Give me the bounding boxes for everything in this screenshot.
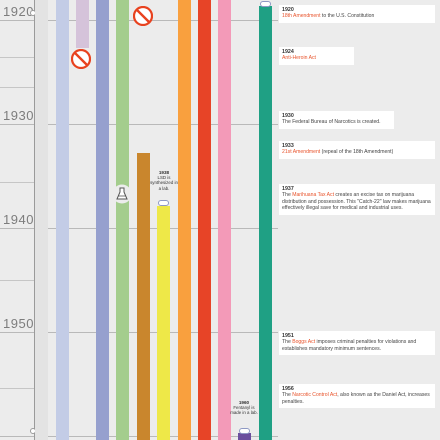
minor-gridline bbox=[0, 57, 34, 58]
event-text: (repeal of the 18th Amendment) bbox=[320, 149, 394, 156]
pill-icon bbox=[158, 200, 169, 206]
annotation-text: LSD is synthesized in a lab. bbox=[150, 175, 178, 191]
year-label-1950: 1950 bbox=[3, 316, 34, 331]
annotation-lsd: 1938 LSD is synthesized in a lab. bbox=[149, 170, 179, 191]
event-text: The Federal Bureau of Narcotics is creat… bbox=[282, 119, 381, 126]
decade-gridline bbox=[0, 124, 278, 125]
lane-purple bbox=[238, 433, 251, 440]
lane-yellow bbox=[157, 206, 170, 440]
event-link[interactable]: Anti-Heroin Act bbox=[282, 55, 316, 62]
event-year: 1930 bbox=[282, 113, 294, 119]
event-card-1937: 1937 The Marihuana Tax Act creates an ex… bbox=[279, 184, 435, 215]
lane-indigo bbox=[96, 0, 109, 440]
lane-green bbox=[116, 0, 129, 440]
minor-gridline bbox=[0, 388, 34, 389]
event-card-1956: 1956 The Narcotic Control Act, also know… bbox=[279, 384, 435, 409]
event-text: The bbox=[282, 339, 293, 346]
event-text: to the U.S. Constitution bbox=[320, 13, 375, 20]
event-year: 1956 bbox=[282, 386, 294, 392]
event-year: 1933 bbox=[282, 143, 294, 149]
event-text: imposes criminal penalties for violation… bbox=[282, 339, 417, 352]
lane-mauve bbox=[76, 0, 89, 48]
pill-icon bbox=[239, 428, 250, 434]
event-card-1930: 1930 The Federal Bureau of Narcotics is … bbox=[279, 111, 394, 129]
timeline-axis bbox=[34, 0, 35, 440]
lane-brown bbox=[137, 153, 150, 440]
year-label-1930: 1930 bbox=[3, 108, 34, 123]
event-text: The bbox=[282, 192, 293, 199]
annotation-text: Fentanyl is made in a lab. bbox=[230, 405, 258, 416]
event-link[interactable]: 18th Amendment bbox=[282, 13, 321, 20]
year-label-1940: 1940 bbox=[3, 212, 34, 227]
event-link[interactable]: Narcotic Control Act bbox=[292, 392, 338, 399]
event-link[interactable]: 21st Amendment bbox=[282, 149, 321, 156]
pill-icon bbox=[260, 1, 271, 7]
lane-pink bbox=[218, 0, 231, 440]
event-card-1951: 1951 The Boggs Act imposes criminal pena… bbox=[279, 331, 435, 356]
event-card-1920: 1920 18th Amendment to the U.S. Constitu… bbox=[279, 5, 435, 23]
annotation-year: 1960 bbox=[238, 400, 250, 405]
event-link[interactable]: Marihuana Tax Act bbox=[292, 192, 335, 199]
flask-icon bbox=[112, 184, 132, 204]
prohibition-icon bbox=[133, 6, 153, 26]
lane-teal bbox=[259, 6, 272, 440]
event-year: 1920 bbox=[282, 7, 294, 13]
event-year: 1951 bbox=[282, 333, 294, 339]
event-card-1924: 1924 Anti-Heroin Act bbox=[279, 47, 354, 65]
prohibition-icon bbox=[71, 49, 91, 69]
event-text: creates an excise tax on marijuana distr… bbox=[282, 192, 431, 212]
year-label-1920: 1920 bbox=[3, 4, 34, 19]
annotation-fentanyl: 1960 Fentanyl is made in a lab. bbox=[229, 400, 259, 416]
lane-orange bbox=[178, 0, 191, 440]
lane-light-gray bbox=[35, 0, 48, 440]
event-text: The bbox=[282, 392, 293, 399]
lane-periwinkle bbox=[56, 0, 69, 440]
event-card-1933: 1933 21st Amendment (repeal of the 18th … bbox=[279, 141, 435, 159]
minor-gridline bbox=[0, 87, 34, 88]
event-year: 1937 bbox=[282, 186, 294, 192]
minor-gridline bbox=[0, 280, 34, 281]
annotation-year: 1938 bbox=[158, 170, 170, 175]
lane-red bbox=[198, 0, 211, 440]
event-link[interactable]: Boggs Act bbox=[292, 339, 316, 346]
event-year: 1924 bbox=[282, 49, 294, 55]
event-text: , also known as the Daniel Act, increase… bbox=[282, 392, 430, 405]
minor-gridline bbox=[0, 182, 34, 183]
